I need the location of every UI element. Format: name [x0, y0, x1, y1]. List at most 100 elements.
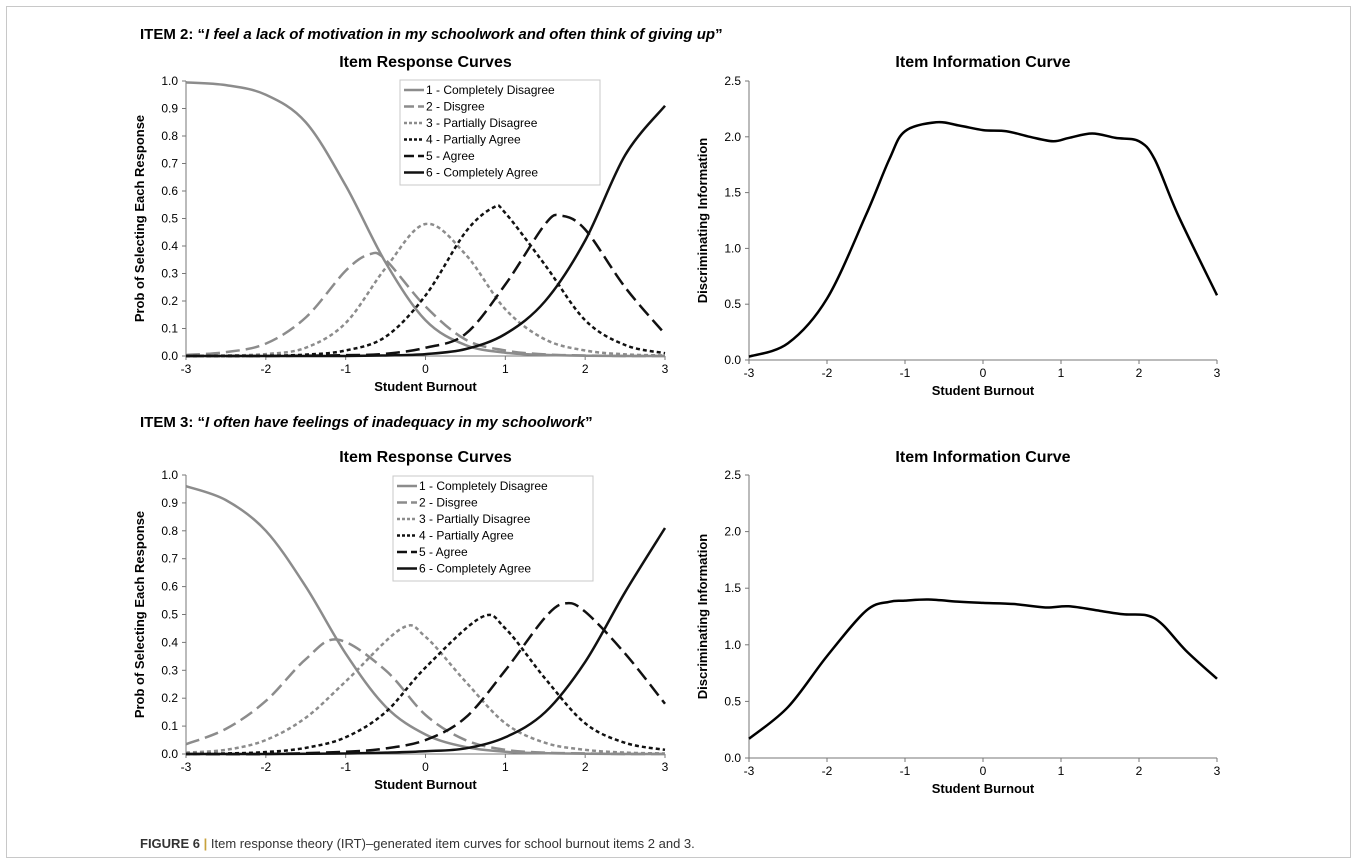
x-tick-label: -3	[744, 764, 755, 778]
chart-3: Item Response Curves 0.0 0.1 0.2 0.3 0.4 0.5 0.…	[132, 449, 669, 792]
legend-label: 3 - Partially Disagree	[419, 512, 531, 526]
x-tick-label: 2	[582, 760, 589, 774]
legend-label: 2 - Disgree	[426, 100, 485, 114]
x-tick-label: -1	[340, 362, 351, 376]
y-tick-label: 0.8	[161, 129, 178, 143]
y-tick-label: 0.9	[161, 496, 178, 510]
y-tick-label: 0.3	[161, 267, 178, 281]
y-tick-label: 1.0	[724, 241, 741, 255]
legend-label: 2 - Disgree	[419, 496, 478, 510]
y-tick-label: 0.5	[724, 297, 741, 311]
legend: 1 - Completely Disagree 2 - Disgree 3 - Pa…	[399, 79, 601, 186]
item-2-title: ITEM 2: “I feel a lack of motivation in …	[140, 26, 723, 43]
y-tick-label: 0.4	[161, 239, 178, 253]
x-tick-label: 0	[980, 764, 987, 778]
series-line-1	[185, 484, 666, 756]
x-tick-label: -3	[744, 366, 755, 380]
y-axis-label: Discriminating Information	[695, 138, 710, 303]
series-line-4	[185, 613, 666, 756]
chart-title: Item Response Curves	[339, 54, 512, 71]
x-axis-label: Student Burnout	[374, 777, 477, 792]
y-axis-label: Prob of Selecting Each Response	[132, 511, 147, 718]
x-tick-label: -2	[822, 764, 833, 778]
y-axis-label: Discriminating Information	[695, 534, 710, 699]
chart-4: Item Information Curve 0.0 0.5 1.0 1.5 2.0 2.5…	[695, 449, 1221, 796]
y-tick-label: 0.0	[161, 747, 178, 761]
legend-box	[399, 79, 601, 186]
figure-frame	[6, 6, 1351, 858]
legend-label: 6 - Completely Agree	[426, 166, 538, 180]
x-tick-label: 2	[582, 362, 589, 376]
y-tick-label: 0.5	[161, 608, 178, 622]
series-line-2	[185, 638, 666, 756]
series-line-3	[185, 624, 666, 755]
series-line-5	[185, 213, 666, 358]
x-tick-label: 1	[502, 362, 509, 376]
x-tick-label: 2	[1136, 764, 1143, 778]
y-tick-label: 0.3	[161, 663, 178, 677]
x-tick-label: -2	[260, 362, 271, 376]
y-tick-label: 1.0	[724, 638, 741, 652]
y-tick-label: 0.6	[161, 184, 178, 198]
y-tick-label: 1.0	[161, 74, 178, 88]
y-tick-label: 0.0	[161, 349, 178, 363]
legend-label: 4 - Partially Agree	[419, 529, 514, 543]
y-tick-label: 0.7	[161, 157, 178, 171]
x-tick-label: -2	[822, 366, 833, 380]
y-tick-label: 0.2	[161, 294, 178, 308]
series-line-1	[748, 120, 1219, 358]
chart-title: Item Information Curve	[895, 54, 1070, 71]
series-line-6	[186, 104, 666, 358]
x-axis-label: Student Burnout	[374, 379, 477, 394]
legend-label: 1 - Completely Disagree	[426, 83, 555, 97]
y-tick-label: 0.7	[161, 552, 178, 566]
x-tick-label: 0	[422, 362, 429, 376]
y-tick-label: 0.2	[161, 691, 178, 705]
chart-title: Item Response Curves	[339, 449, 512, 466]
x-axis-label: Student Burnout	[932, 781, 1035, 796]
x-tick-label: 0	[980, 366, 987, 380]
series-line-2	[185, 251, 666, 358]
x-tick-label: 3	[662, 362, 669, 376]
chart-2: Item Information Curve 0.0 0.5 1.0 1.5 2.0 2.5…	[695, 54, 1221, 398]
legend-label: 3 - Partially Disagree	[426, 116, 538, 130]
legend-label: 5 - Agree	[426, 149, 475, 163]
series-line-5	[185, 601, 666, 756]
x-tick-label: 3	[1214, 366, 1221, 380]
y-tick-label: 2.0	[724, 130, 741, 144]
y-tick-label: 2.5	[724, 468, 741, 482]
y-tick-label: 0.5	[724, 694, 741, 708]
chart-1: Item Response Curves 0.0 0.1 0.2 0.3 0.4 0.5 0.…	[132, 54, 669, 394]
legend: 1 - Completely Disagree 2 - Disgree 3 - Pa…	[392, 475, 594, 582]
series-line-6	[185, 527, 667, 756]
series-line-3	[185, 222, 666, 358]
x-tick-label: -3	[181, 362, 192, 376]
item-3-title: ITEM 3: “I often have feelings of inadeq…	[140, 414, 593, 431]
x-tick-label: 1	[1058, 764, 1065, 778]
x-tick-label: -1	[340, 760, 351, 774]
x-tick-label: 0	[422, 760, 429, 774]
x-tick-label: -1	[900, 764, 911, 778]
y-tick-label: 0.4	[161, 635, 178, 649]
legend-box	[392, 475, 594, 582]
x-tick-label: -3	[181, 760, 192, 774]
series-line-4	[185, 204, 666, 358]
legend-label: 6 - Completely Agree	[419, 562, 531, 576]
y-tick-label: 0.8	[161, 524, 178, 538]
y-tick-label: 1.5	[724, 581, 741, 595]
y-axis-label: Prob of Selecting Each Response	[132, 115, 147, 322]
x-tick-label: -2	[260, 760, 271, 774]
y-tick-label: 0.9	[161, 102, 178, 116]
x-tick-label: 1	[502, 760, 509, 774]
y-tick-label: 0.6	[161, 580, 178, 594]
y-tick-label: 2.5	[724, 74, 741, 88]
y-tick-label: 1.5	[724, 186, 741, 200]
x-tick-label: -1	[900, 366, 911, 380]
x-tick-label: 1	[1058, 366, 1065, 380]
legend-label: 4 - Partially Agree	[426, 133, 521, 147]
series-line-1	[748, 598, 1218, 740]
legend-label: 5 - Agree	[419, 545, 468, 559]
x-tick-label: 3	[662, 760, 669, 774]
legend-label: 1 - Completely Disagree	[419, 479, 548, 493]
